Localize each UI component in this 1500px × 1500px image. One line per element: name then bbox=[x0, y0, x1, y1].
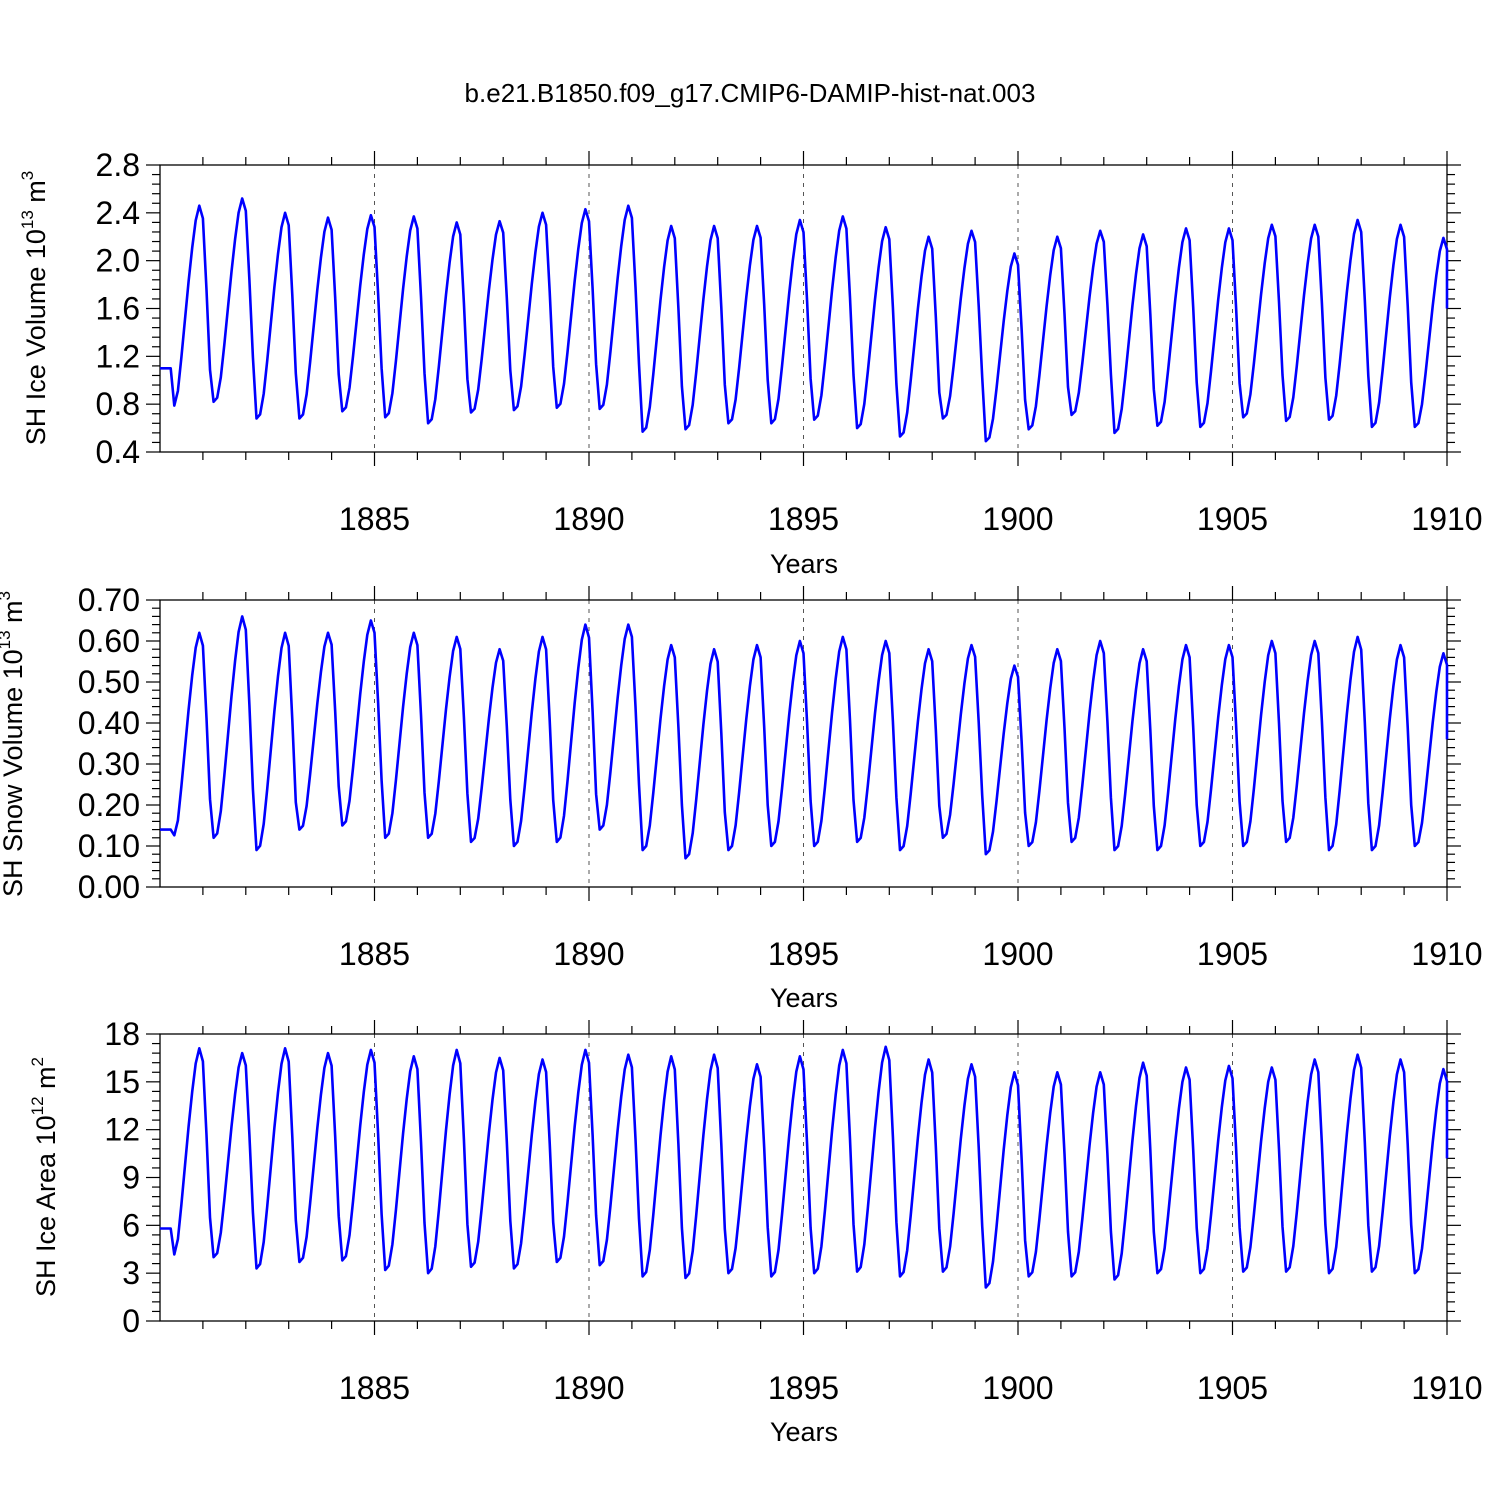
x-axis-label: Years bbox=[770, 1417, 838, 1447]
y-tick-label: 0.60 bbox=[78, 623, 140, 659]
series-line bbox=[160, 615, 1449, 860]
x-tick-label: 1895 bbox=[768, 1370, 839, 1406]
x-tick-label: 1890 bbox=[553, 501, 624, 537]
x-tick-label: 1900 bbox=[982, 1370, 1053, 1406]
y-tick-label: 0.40 bbox=[78, 705, 140, 741]
x-tick-label: 1910 bbox=[1411, 936, 1482, 972]
y-tick-label: 9 bbox=[122, 1160, 140, 1196]
x-tick-label: 1890 bbox=[553, 936, 624, 972]
panel-ice-area: SH Ice Area 1012 m2 Years 1885 1890 1895 19… bbox=[28, 1016, 1483, 1447]
y-tick-label: 18 bbox=[104, 1016, 140, 1052]
y-tick-label: 0.00 bbox=[78, 869, 140, 905]
plot-frame bbox=[159, 599, 1448, 888]
y-tick-label: 12 bbox=[104, 1112, 140, 1148]
series-line bbox=[160, 197, 1449, 443]
x-tick-label: 1900 bbox=[982, 936, 1053, 972]
y-tick-label: 1.2 bbox=[96, 338, 140, 374]
y-tick-label: 15 bbox=[104, 1064, 140, 1100]
y-axis-label: SH Snow Volume 1013 m3 bbox=[0, 591, 28, 897]
x-tick-label: 1910 bbox=[1411, 1370, 1482, 1406]
x-axis-label: Years bbox=[770, 549, 838, 579]
y-axis-label: SH Ice Area 1012 m2 bbox=[28, 1057, 61, 1297]
y-tick-label: 0.50 bbox=[78, 664, 140, 700]
x-tick-label: 1910 bbox=[1411, 501, 1482, 537]
plot-frame bbox=[159, 1033, 1448, 1322]
y-tick-label: 0.4 bbox=[96, 434, 140, 470]
x-tick-label: 1885 bbox=[339, 936, 410, 972]
y-tick-label: 0.10 bbox=[78, 828, 140, 864]
x-tick-label: 1885 bbox=[339, 1370, 410, 1406]
y-tick-label: 1.6 bbox=[96, 291, 140, 327]
x-tick-label: 1900 bbox=[982, 501, 1053, 537]
y-tick-label: 0.8 bbox=[96, 386, 140, 422]
panel-snow-volume: SH Snow Volume 1013 m3 Years 1885 1890 189… bbox=[0, 582, 1483, 1013]
figure-title: b.e21.B1850.f09_g17.CMIP6-DAMIP-hist-nat… bbox=[465, 78, 1036, 108]
y-tick-label: 2.4 bbox=[96, 195, 140, 231]
y-tick-label: 2.0 bbox=[96, 243, 140, 279]
series-line bbox=[160, 1045, 1449, 1289]
y-axis-label: SH Ice Volume 1013 m3 bbox=[18, 171, 51, 446]
y-tick-label: 0.70 bbox=[78, 582, 140, 618]
x-tick-label: 1905 bbox=[1197, 501, 1268, 537]
y-tick-label: 2.8 bbox=[96, 147, 140, 183]
x-tick-label: 1905 bbox=[1197, 936, 1268, 972]
y-tick-label: 0 bbox=[122, 1303, 140, 1339]
x-axis-label: Years bbox=[770, 983, 838, 1013]
panel-ice-volume: SH Ice Volume 1013 m3 Years 1885 1890 1895… bbox=[18, 147, 1483, 579]
y-tick-label: 0.30 bbox=[78, 746, 140, 782]
y-tick-label: 3 bbox=[122, 1255, 140, 1291]
y-tick-label: 0.20 bbox=[78, 787, 140, 823]
x-tick-label: 1890 bbox=[553, 1370, 624, 1406]
x-tick-label: 1885 bbox=[339, 501, 410, 537]
y-tick-label: 6 bbox=[122, 1207, 140, 1243]
x-tick-label: 1895 bbox=[768, 936, 839, 972]
x-tick-label: 1895 bbox=[768, 501, 839, 537]
x-tick-label: 1905 bbox=[1197, 1370, 1268, 1406]
